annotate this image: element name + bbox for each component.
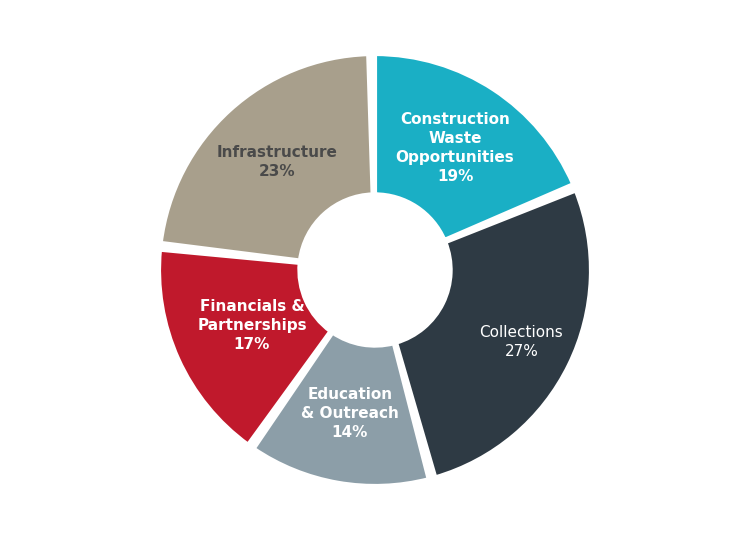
- Wedge shape: [159, 249, 331, 445]
- Text: Infrastructure
23%: Infrastructure 23%: [217, 145, 338, 179]
- Wedge shape: [254, 333, 429, 486]
- Text: Construction
Waste
Opportunities
19%: Construction Waste Opportunities 19%: [396, 112, 514, 185]
- Wedge shape: [375, 54, 573, 240]
- Wedge shape: [160, 54, 373, 260]
- Text: Education
& Outreach
14%: Education & Outreach 14%: [301, 387, 399, 440]
- Text: Financials &
Partnerships
17%: Financials & Partnerships 17%: [197, 299, 307, 352]
- Wedge shape: [396, 191, 591, 477]
- Text: Collections
27%: Collections 27%: [479, 325, 563, 359]
